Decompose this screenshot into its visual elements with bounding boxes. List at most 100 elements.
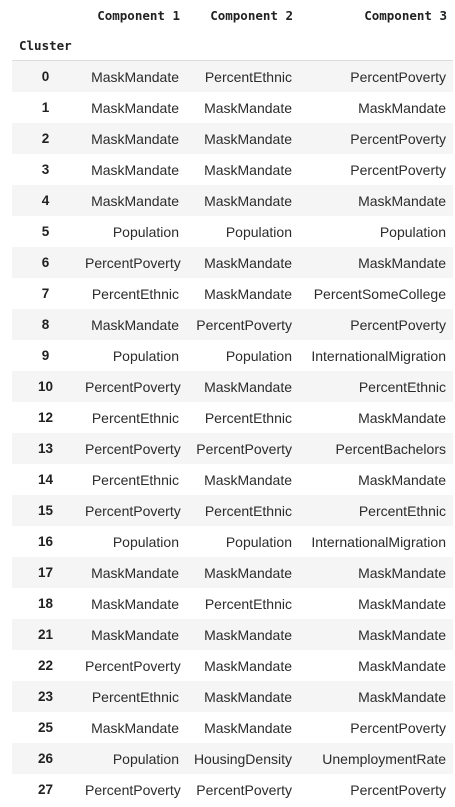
- index-name-row: Cluster: [12, 30, 453, 61]
- table-row: 16 Population Population InternationalMigra…: [12, 526, 453, 557]
- index-name: Cluster: [12, 30, 79, 61]
- table-cell: MaskMandate: [204, 688, 292, 705]
- table-cell: MaskMandate: [204, 285, 292, 302]
- table-cell: PercentPoverty: [196, 316, 292, 333]
- table-cell: Population: [225, 223, 292, 240]
- table-cell: PercentPoverty: [85, 378, 181, 395]
- column-header: Component 3: [364, 7, 447, 23]
- table-cell: MaskMandate: [204, 378, 292, 395]
- table-cell: Population: [225, 533, 292, 550]
- row-index: 2: [41, 131, 50, 146]
- table-cell: MaskMandate: [358, 657, 446, 674]
- row-index: 21: [37, 627, 54, 642]
- table-cell: MaskMandate: [91, 130, 179, 147]
- table-row: 17 MaskMandate MaskMandate MaskMandate: [12, 557, 453, 588]
- table-cell: MaskMandate: [358, 595, 446, 612]
- table-row: 22 PercentPoverty MaskMandate MaskMandate: [12, 650, 453, 681]
- row-index: 26: [37, 751, 54, 766]
- table-cell: MaskMandate: [358, 626, 446, 643]
- table-row: 6 PercentPoverty MaskMandate MaskMandate: [12, 247, 453, 278]
- row-index: 7: [41, 286, 50, 301]
- table-row: 26 Population HousingDensity UnemploymentRa…: [12, 743, 453, 774]
- table-row: 12 PercentEthnic PercentEthnic MaskMandate: [12, 402, 453, 433]
- table-row: 3 MaskMandate MaskMandate PercentPoverty: [12, 154, 453, 185]
- table-cell: HousingDensity: [193, 750, 292, 767]
- table-cell: PercentEthnic: [358, 378, 446, 395]
- row-index: 18: [37, 596, 54, 611]
- row-index: 13: [37, 441, 54, 456]
- table-cell: MaskMandate: [91, 719, 179, 736]
- row-index: 4: [41, 193, 50, 208]
- table-cell: PercentPoverty: [196, 440, 292, 457]
- table-cell: PercentBachelors: [335, 440, 446, 457]
- table-cell: PercentEthnic: [204, 409, 292, 426]
- table-cell: MaskMandate: [204, 626, 292, 643]
- table-cell: MaskMandate: [204, 254, 292, 271]
- table-row: 25 MaskMandate MaskMandate PercentPoverty: [12, 712, 453, 743]
- column-header: Component 1: [97, 7, 180, 23]
- column-header: Component 2: [210, 7, 293, 23]
- table-cell: PercentSomeCollege: [313, 285, 446, 302]
- table-cell: PercentEthnic: [91, 285, 179, 302]
- table-cell: MaskMandate: [91, 161, 179, 178]
- table-cell: MaskMandate: [91, 192, 179, 209]
- row-index: 14: [37, 472, 54, 487]
- table-row: 8 MaskMandate PercentPoverty PercentPoverty: [12, 309, 453, 340]
- table-row: 23 PercentEthnic MaskMandate MaskMandate: [12, 681, 453, 712]
- table-cell: PercentPoverty: [196, 781, 292, 798]
- table-cell: MaskMandate: [91, 68, 179, 85]
- table-cell: Population: [112, 533, 179, 550]
- row-index: 3: [41, 162, 50, 177]
- table-cell: MaskMandate: [358, 99, 446, 116]
- row-index: 16: [37, 534, 54, 549]
- table-cell: Population: [379, 223, 446, 240]
- row-index: 23: [37, 689, 54, 704]
- row-index: 10: [37, 379, 54, 394]
- table-cell: MaskMandate: [204, 657, 292, 674]
- table-cell: PercentPoverty: [85, 502, 181, 519]
- table-cell: PercentPoverty: [85, 657, 181, 674]
- table-cell: PercentEthnic: [204, 68, 292, 85]
- table-row: 27 PercentPoverty PercentPoverty PercentPov…: [12, 774, 453, 805]
- table-cell: MaskMandate: [204, 99, 292, 116]
- table-cell: MaskMandate: [204, 130, 292, 147]
- row-index: 0: [41, 69, 50, 84]
- table-row: 10 PercentPoverty MaskMandate PercentEthnic: [12, 371, 453, 402]
- table-cell: MaskMandate: [204, 161, 292, 178]
- table-cell: PercentPoverty: [350, 130, 446, 147]
- table-cell: PercentPoverty: [85, 254, 181, 271]
- table-cell: PercentPoverty: [350, 781, 446, 798]
- table-row: 9 Population Population InternationalMigrat…: [12, 340, 453, 371]
- table-cell: UnemploymentRate: [322, 750, 446, 767]
- table-cell: PercentPoverty: [85, 781, 181, 798]
- row-index: 8: [41, 317, 50, 332]
- row-index: 1: [41, 100, 50, 115]
- table-cell: Population: [112, 347, 179, 364]
- table-row: 14 PercentEthnic MaskMandate MaskMandate: [12, 464, 453, 495]
- table-cell: PercentPoverty: [350, 161, 446, 178]
- dataframe-table: Component 1 Component 2 Component 3 Clus…: [12, 0, 453, 805]
- table-cell: MaskMandate: [91, 99, 179, 116]
- table-cell: Population: [112, 223, 179, 240]
- table-cell: MaskMandate: [91, 626, 179, 643]
- table-cell: MaskMandate: [91, 316, 179, 333]
- row-index: 15: [37, 503, 54, 518]
- table-cell: MaskMandate: [91, 595, 179, 612]
- row-index: 25: [37, 720, 54, 735]
- row-index: 9: [41, 348, 50, 363]
- table-cell: MaskMandate: [204, 192, 292, 209]
- table-cell: InternationalMigration: [311, 533, 446, 550]
- table-cell: PercentPoverty: [350, 68, 446, 85]
- table-cell: MaskMandate: [204, 719, 292, 736]
- table-row: 2 MaskMandate MaskMandate PercentPoverty: [12, 123, 453, 154]
- table-cell: MaskMandate: [358, 688, 446, 705]
- table-cell: MaskMandate: [204, 471, 292, 488]
- row-index: 5: [41, 224, 50, 239]
- header-corner: [12, 0, 79, 30]
- table-cell: PercentEthnic: [91, 409, 179, 426]
- column-header-row: Component 1 Component 2 Component 3: [12, 0, 453, 30]
- table-cell: PercentPoverty: [85, 440, 181, 457]
- table-row: 18 MaskMandate PercentEthnic MaskMandate: [12, 588, 453, 619]
- row-index: 6: [41, 255, 50, 270]
